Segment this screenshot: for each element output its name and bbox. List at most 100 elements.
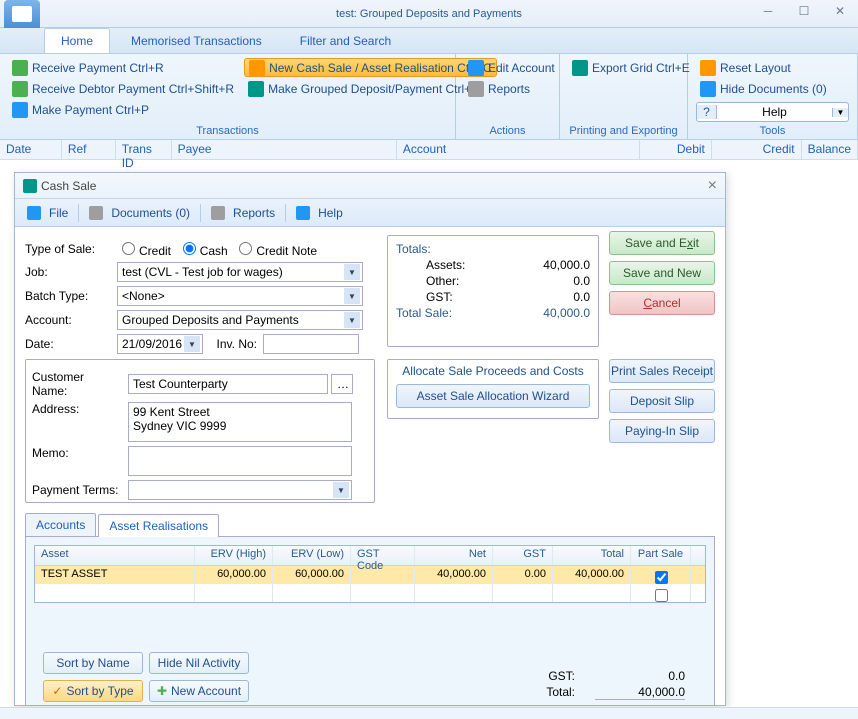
help-button[interactable]: Help — [290, 204, 349, 222]
dialog-toolbar: File Documents (0) Reports Help — [15, 199, 725, 227]
memo-input[interactable] — [128, 446, 352, 476]
col-balance[interactable]: Balance — [802, 140, 858, 159]
inv-no-input[interactable] — [263, 334, 359, 354]
reports-button[interactable]: Reports — [205, 204, 281, 222]
save-and-exit-button[interactable]: Save and Exit — [609, 231, 715, 255]
part-sale-checkbox[interactable] — [655, 589, 668, 602]
asset-grid-row-empty[interactable] — [35, 584, 705, 602]
label: Sort by Name — [56, 656, 129, 670]
ribbon-group-printing: Export Grid Ctrl+E Printing and Exportin… — [560, 54, 688, 139]
job-combo[interactable]: test (CVL - Test job for wages)▼ — [117, 262, 363, 282]
col-erv-high[interactable]: ERV (High) — [195, 546, 273, 565]
receive-payment-button[interactable]: Receive Payment Ctrl+R — [8, 58, 238, 77]
col-credit[interactable]: Credit — [712, 140, 802, 159]
save-icon — [27, 206, 41, 220]
label: Documents (0) — [111, 206, 190, 220]
asset-grid: Asset ERV (High) ERV (Low) GST Code Net … — [34, 545, 706, 603]
tab-asset-realisations[interactable]: Asset Realisations — [98, 514, 219, 537]
deposit-slip-button[interactable]: Deposit Slip — [609, 389, 715, 413]
label: Paying-In Slip — [625, 424, 699, 438]
hide-nil-activity-button[interactable]: Hide Nil Activity — [149, 652, 249, 674]
make-payment-button[interactable]: Make Payment Ctrl+P — [8, 100, 238, 119]
customer-name-input[interactable] — [128, 374, 328, 394]
help-dropdown[interactable]: ? Help ▼ — [696, 102, 849, 122]
chevron-down-icon: ▼ — [832, 108, 848, 117]
customer-lookup-button[interactable]: … — [331, 374, 353, 394]
action-buttons-mid: Print Sales Receipt Deposit Slip Paying-… — [609, 359, 715, 443]
col-account[interactable]: Account — [397, 140, 640, 159]
col-payee[interactable]: Payee — [172, 140, 397, 159]
cancel-button[interactable]: Cancel — [609, 291, 715, 315]
reports-button[interactable]: Reports — [464, 79, 551, 98]
ribbon: Receive Payment Ctrl+R New Cash Sale / A… — [0, 54, 858, 140]
part-sale-checkbox[interactable] — [655, 571, 668, 584]
label: Credit — [139, 244, 171, 258]
maximize-button[interactable]: ☐ — [786, 0, 822, 22]
cash-sale-dialog: Cash Sale × File Documents (0) Reports H… — [14, 172, 726, 706]
col-part-sale[interactable]: Part Sale — [631, 546, 691, 565]
reset-layout-button[interactable]: Reset Layout — [696, 58, 849, 77]
hide-documents-button[interactable]: Hide Documents (0) — [696, 79, 849, 98]
col-gst-code[interactable]: GST Code — [351, 546, 415, 565]
sort-by-name-button[interactable]: Sort by Name — [43, 652, 143, 674]
other-value: 0.0 — [573, 274, 590, 288]
col-total[interactable]: Total — [553, 546, 631, 565]
col-erv-low[interactable]: ERV (Low) — [273, 546, 351, 565]
label: Cash — [200, 244, 228, 258]
group-title: Printing and Exporting — [568, 125, 679, 137]
col-debit[interactable]: Debit — [640, 140, 712, 159]
account-combo[interactable]: Grouped Deposits and Payments▼ — [117, 310, 363, 330]
label: Help — [318, 206, 343, 220]
edit-account-button[interactable]: Edit Account — [464, 58, 551, 77]
col-asset[interactable]: Asset — [35, 546, 195, 565]
group-title: Actions — [464, 125, 551, 137]
col-transid[interactable]: Trans ID — [116, 140, 172, 159]
gst-value: 0.0 — [595, 669, 685, 683]
label: Reset Layout — [720, 61, 791, 75]
receive-debtor-payment-button[interactable]: Receive Debtor Payment Ctrl+Shift+R — [8, 79, 238, 98]
edit-icon — [468, 60, 484, 76]
allocation-wizard-button[interactable]: Asset Sale Allocation Wizard — [396, 384, 590, 408]
ribbon-group-actions: Edit Account Reports Actions — [456, 54, 560, 139]
tab-home[interactable]: Home — [44, 28, 110, 53]
date-input[interactable]: 21/09/2016▼ — [117, 334, 203, 354]
col-date[interactable]: Date — [0, 140, 62, 159]
col-ref[interactable]: Ref — [62, 140, 116, 159]
col-gst[interactable]: GST — [493, 546, 553, 565]
col-net[interactable]: Net — [415, 546, 493, 565]
label: Print Sales Receipt — [611, 364, 713, 378]
chevron-down-icon: ▼ — [344, 288, 360, 304]
form-panel: Type of Sale: Credit Cash Credit Note Jo… — [25, 235, 375, 358]
separator — [78, 204, 79, 222]
paying-in-slip-button[interactable]: Paying-In Slip — [609, 419, 715, 443]
export-icon — [572, 60, 588, 76]
payment-terms-combo[interactable]: ▼ — [128, 480, 352, 500]
customer-panel: Customer Name: … Address: Memo: Payment … — [25, 359, 375, 503]
tab-accounts[interactable]: Accounts — [25, 513, 96, 536]
chevron-down-icon: ▼ — [344, 312, 360, 328]
close-dialog-button[interactable]: × — [708, 178, 717, 194]
money-out-icon — [12, 102, 28, 118]
radio-cash[interactable]: Cash — [178, 239, 228, 258]
sort-buttons: Sort by Name Hide Nil Activity ✓Sort by … — [43, 652, 263, 702]
save-and-new-button[interactable]: Save and New — [609, 261, 715, 285]
minimize-button[interactable]: ─ — [750, 0, 786, 22]
action-buttons-top: Save and Exit Save and New Cancel — [609, 231, 715, 315]
print-receipt-button[interactable]: Print Sales Receipt — [609, 359, 715, 383]
batch-type-combo[interactable]: <None>▼ — [117, 286, 363, 306]
money-in-icon — [12, 60, 28, 76]
app-icon — [4, 0, 40, 28]
file-button[interactable]: File — [21, 204, 74, 222]
export-grid-button[interactable]: Export Grid Ctrl+E — [568, 58, 679, 77]
new-account-button[interactable]: ✚New Account — [149, 680, 249, 702]
assets-value: 40,000.0 — [543, 258, 590, 272]
address-input[interactable] — [128, 402, 352, 442]
tab-memorised[interactable]: Memorised Transactions — [114, 28, 279, 53]
radio-credit-note[interactable]: Credit Note — [234, 239, 317, 258]
radio-credit[interactable]: Credit — [117, 239, 171, 258]
tab-filter[interactable]: Filter and Search — [283, 28, 408, 53]
asset-grid-row[interactable]: TEST ASSET 60,000.00 60,000.00 40,000.00… — [35, 566, 705, 584]
sort-by-type-button[interactable]: ✓Sort by Type — [43, 680, 143, 702]
documents-button[interactable]: Documents (0) — [83, 204, 196, 222]
close-window-button[interactable]: ✕ — [822, 0, 858, 22]
